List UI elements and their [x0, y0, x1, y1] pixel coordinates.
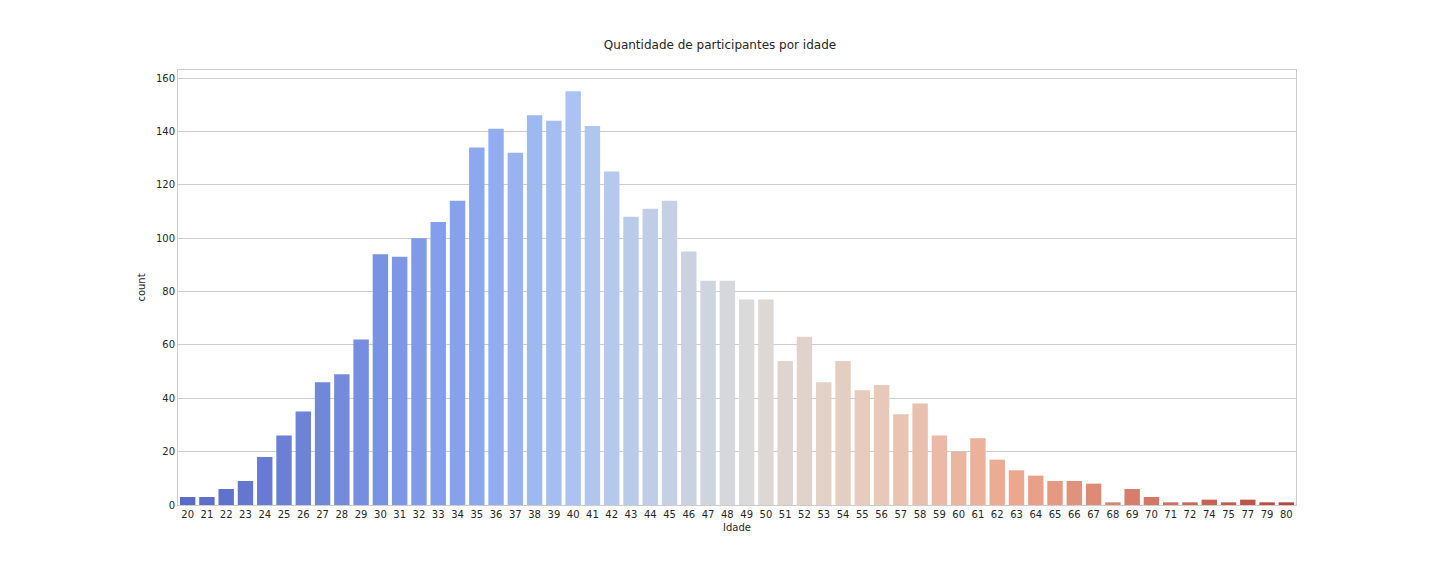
- svg-text:20: 20: [181, 509, 194, 520]
- svg-text:39: 39: [548, 509, 561, 520]
- svg-text:55: 55: [856, 509, 869, 520]
- svg-text:51: 51: [779, 509, 792, 520]
- svg-text:47: 47: [702, 509, 715, 520]
- svg-text:43: 43: [625, 509, 638, 520]
- svg-text:38: 38: [528, 509, 541, 520]
- svg-text:31: 31: [393, 509, 406, 520]
- svg-text:120: 120: [156, 179, 175, 190]
- svg-text:71: 71: [1164, 509, 1177, 520]
- svg-text:80: 80: [1280, 509, 1293, 520]
- svg-text:30: 30: [374, 509, 387, 520]
- svg-text:32: 32: [413, 509, 426, 520]
- svg-text:60: 60: [952, 509, 965, 520]
- svg-text:48: 48: [721, 509, 734, 520]
- svg-text:70: 70: [1145, 509, 1158, 520]
- svg-text:24: 24: [258, 509, 271, 520]
- svg-text:75: 75: [1222, 509, 1235, 520]
- svg-text:52: 52: [798, 509, 811, 520]
- svg-text:28: 28: [335, 509, 348, 520]
- svg-text:160: 160: [156, 73, 175, 84]
- svg-text:50: 50: [760, 509, 773, 520]
- svg-text:66: 66: [1068, 509, 1081, 520]
- svg-text:21: 21: [201, 509, 214, 520]
- svg-text:40: 40: [567, 509, 580, 520]
- svg-text:77: 77: [1241, 509, 1254, 520]
- svg-text:64: 64: [1029, 509, 1042, 520]
- svg-text:Quantidade de participantes po: Quantidade de participantes por idade: [604, 38, 836, 52]
- svg-text:67: 67: [1087, 509, 1100, 520]
- svg-text:56: 56: [875, 509, 888, 520]
- svg-text:100: 100: [156, 233, 175, 244]
- svg-text:count: count: [136, 273, 147, 301]
- svg-text:35: 35: [470, 509, 483, 520]
- svg-text:0: 0: [169, 500, 175, 511]
- svg-text:49: 49: [740, 509, 753, 520]
- svg-text:34: 34: [451, 509, 464, 520]
- svg-text:45: 45: [663, 509, 676, 520]
- svg-text:72: 72: [1184, 509, 1197, 520]
- svg-text:Idade: Idade: [723, 522, 751, 533]
- svg-text:44: 44: [644, 509, 657, 520]
- svg-text:40: 40: [162, 393, 175, 404]
- svg-text:25: 25: [278, 509, 291, 520]
- svg-text:22: 22: [220, 509, 233, 520]
- svg-text:27: 27: [316, 509, 329, 520]
- svg-text:140: 140: [156, 126, 175, 137]
- svg-text:37: 37: [509, 509, 522, 520]
- svg-text:41: 41: [586, 509, 599, 520]
- svg-text:80: 80: [162, 286, 175, 297]
- svg-text:58: 58: [914, 509, 927, 520]
- svg-text:36: 36: [490, 509, 503, 520]
- svg-text:57: 57: [894, 509, 907, 520]
- svg-text:60: 60: [162, 339, 175, 350]
- svg-text:54: 54: [837, 509, 850, 520]
- svg-text:42: 42: [605, 509, 618, 520]
- svg-text:79: 79: [1261, 509, 1274, 520]
- svg-text:53: 53: [817, 509, 830, 520]
- svg-text:69: 69: [1126, 509, 1139, 520]
- svg-text:29: 29: [355, 509, 368, 520]
- svg-text:68: 68: [1107, 509, 1120, 520]
- svg-text:65: 65: [1049, 509, 1062, 520]
- svg-text:74: 74: [1203, 509, 1216, 520]
- svg-text:46: 46: [682, 509, 695, 520]
- svg-text:33: 33: [432, 509, 445, 520]
- svg-text:23: 23: [239, 509, 252, 520]
- svg-text:62: 62: [991, 509, 1004, 520]
- svg-text:61: 61: [972, 509, 985, 520]
- svg-text:20: 20: [162, 446, 175, 457]
- svg-text:63: 63: [1010, 509, 1023, 520]
- svg-text:59: 59: [933, 509, 946, 520]
- svg-text:26: 26: [297, 509, 310, 520]
